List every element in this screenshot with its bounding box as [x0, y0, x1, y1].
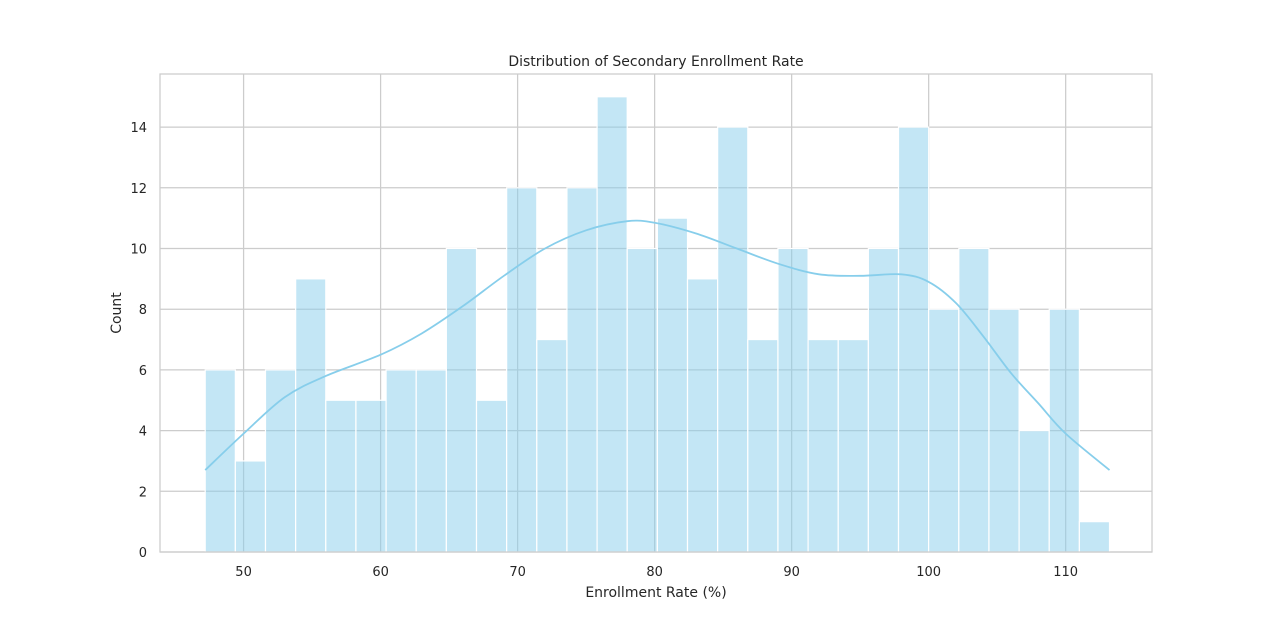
chart-title: Distribution of Secondary Enrollment Rat…	[508, 54, 803, 70]
histogram-bar	[204, 369, 236, 553]
y-tick-label: 6	[139, 364, 147, 379]
x-axis-label: Enrollment Rate (%)	[585, 585, 726, 601]
histogram-bar	[867, 247, 900, 553]
histogram-bar	[445, 247, 478, 553]
histogram-bar	[1018, 430, 1050, 553]
x-tick-label: 80	[646, 565, 663, 580]
histogram-bar	[536, 338, 568, 553]
y-tick-label: 2	[139, 485, 147, 500]
histogram-bar	[988, 308, 1020, 553]
kde-curve	[204, 219, 1111, 471]
histogram-bar	[596, 96, 628, 553]
y-tick-label: 4	[139, 425, 147, 440]
y-tick-label: 14	[130, 121, 147, 136]
histogram-bar	[777, 247, 809, 553]
histogram-bar	[837, 338, 869, 553]
histogram-bars	[204, 96, 1111, 553]
x-tick-label: 60	[372, 565, 389, 580]
x-tick-label: 110	[1053, 565, 1078, 580]
plot-frame	[159, 73, 1153, 553]
histogram-bar	[897, 126, 930, 553]
histogram-bar	[234, 460, 267, 553]
x-tick-label: 50	[235, 565, 252, 580]
histogram-bar	[958, 247, 990, 553]
histogram-bar	[506, 187, 538, 553]
histogram-bar	[747, 338, 779, 553]
histogram-bar	[385, 369, 417, 553]
x-tick-label: 90	[783, 565, 800, 580]
histogram-bar	[325, 399, 357, 553]
histogram-bar	[566, 187, 598, 553]
histogram-bar	[1078, 521, 1111, 553]
y-tick-label: 10	[130, 243, 147, 258]
histogram-bar	[415, 369, 447, 553]
histogram-bar	[717, 126, 749, 553]
histogram-bar	[355, 399, 387, 553]
histogram-bar	[295, 278, 327, 553]
histogram-bar	[1048, 308, 1080, 553]
y-axis-ticks: 0 2 4 6 8 10 12 14	[130, 121, 147, 561]
histogram-bar	[626, 247, 658, 553]
x-tick-label: 70	[509, 565, 526, 580]
y-tick-label: 8	[139, 303, 147, 318]
y-tick-label: 0	[139, 546, 147, 561]
kde-curve-group	[204, 219, 1111, 471]
histogram-bar	[686, 278, 719, 553]
histogram-bar	[928, 308, 960, 553]
histogram-bar	[264, 369, 297, 553]
x-axis-ticks: 50 60 70 80 90 100 110	[235, 565, 1078, 580]
y-tick-label: 12	[130, 182, 147, 197]
x-tick-label: 100	[916, 565, 941, 580]
histogram-bar	[475, 399, 508, 553]
histogram-bar	[807, 338, 839, 553]
y-axis-label: Count	[109, 292, 125, 334]
histogram-bar	[656, 217, 689, 553]
